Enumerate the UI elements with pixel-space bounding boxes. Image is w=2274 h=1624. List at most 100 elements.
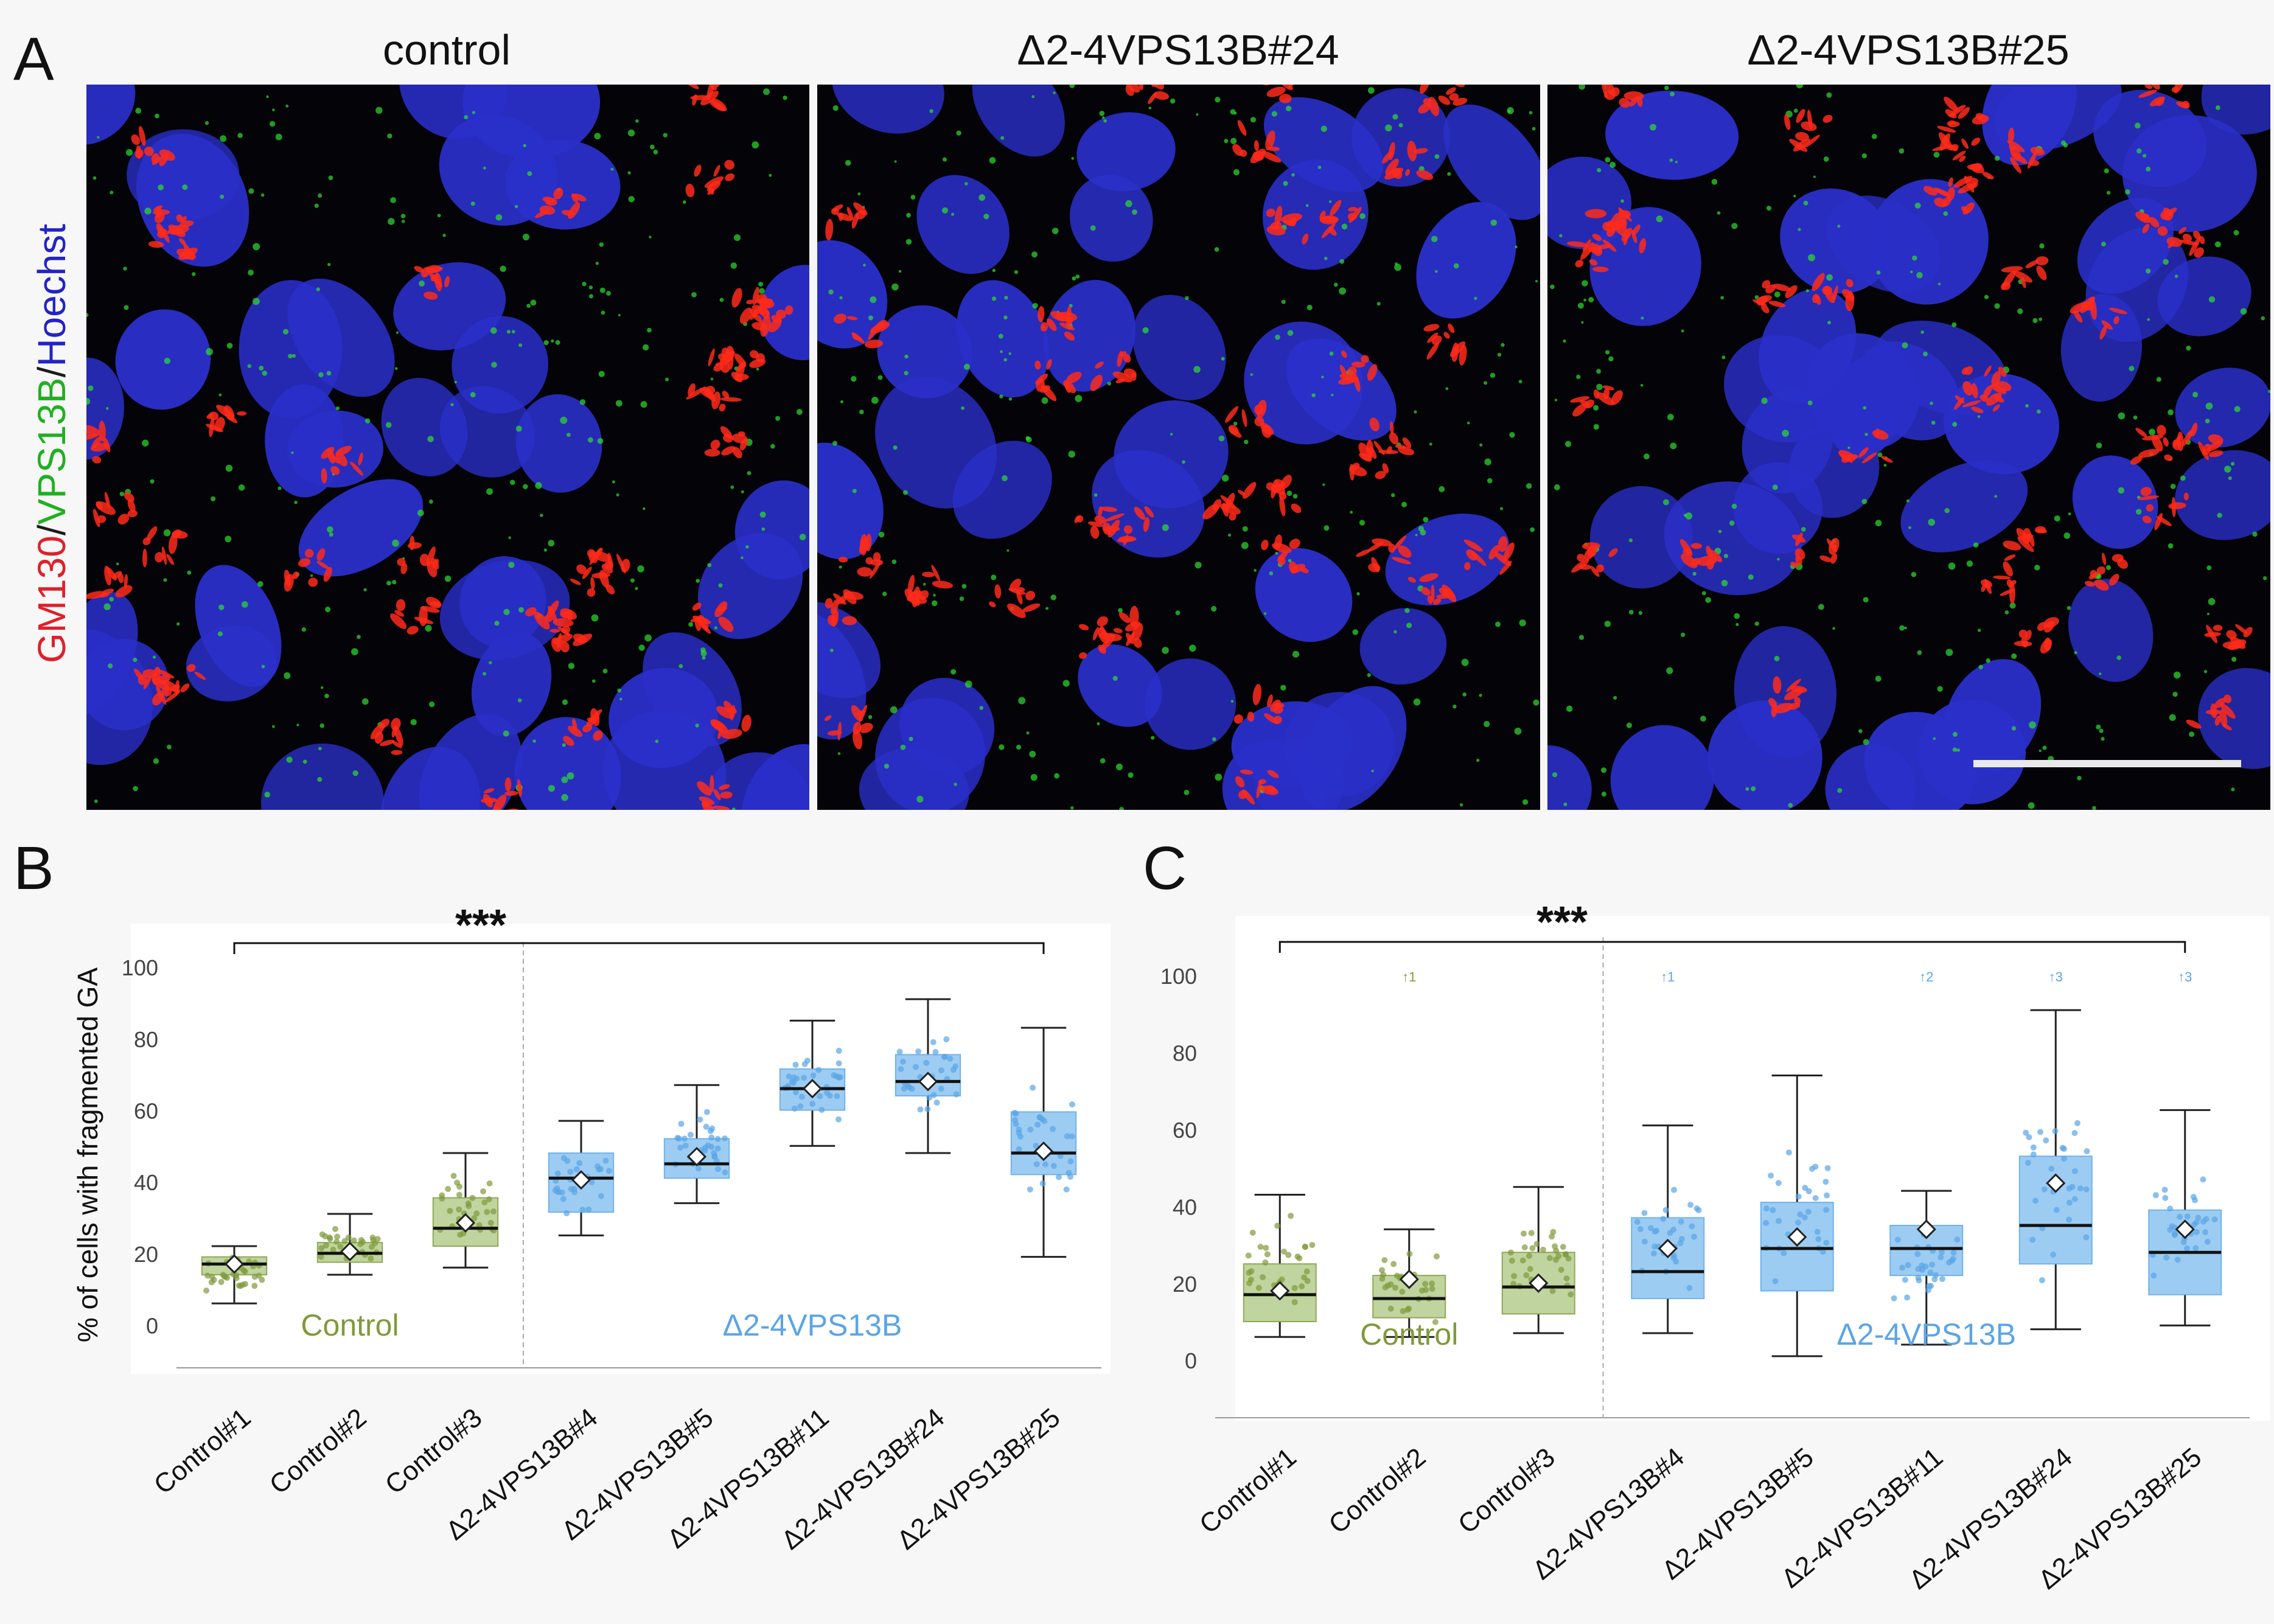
golgi-fragment [2029,160,2040,166]
vps13b-puncta [1801,527,1806,532]
vps13b-puncta [1861,153,1868,159]
vps13b-puncta [1501,343,1505,347]
golgi-fragment [1407,577,1417,583]
vps13b-puncta [515,425,522,432]
vps13b-puncta [1099,110,1105,116]
golgi-fragment [2213,624,2223,632]
vps13b-puncta [1864,433,1868,436]
data-point [2066,1199,2073,1206]
golgi-fragment [1107,520,1120,538]
golgi-fragment [1824,286,1835,304]
golgi-fragment [161,546,167,565]
data-point [1511,1273,1518,1280]
vps13b-puncta [1499,507,1504,511]
golgi-fragment [859,537,868,554]
vps13b-puncta [1518,380,1522,384]
data-point [2048,1165,2055,1172]
vps13b-puncta [1978,664,1983,669]
vps13b-puncta [296,723,299,727]
vps13b-puncta [730,485,734,489]
x-tick-label: Control#1 [1194,1442,1302,1539]
data-point [1546,1255,1553,1261]
vps13b-puncta [2261,316,2265,321]
vps13b-puncta [2042,745,2047,750]
golgi-fragment [1271,479,1278,499]
vps13b-puncta [1951,322,1957,327]
vps13b-puncta [745,545,749,549]
vps13b-puncta [1329,351,1334,356]
golgi-fragment [391,750,403,755]
vps13b-puncta [1184,789,1190,795]
vps13b-puncta [1670,442,1677,450]
outlier-marker: ↑1 [1661,969,1675,985]
vps13b-puncta [1185,296,1189,301]
golgi-fragment [2147,85,2160,90]
golgi-fragment [593,730,603,741]
golgi-fragment [710,719,728,734]
vps13b-puncta [1195,562,1202,569]
golgi-fragment [2182,234,2192,242]
golgi-fragment [1266,785,1276,793]
vps13b-puncta [1018,697,1026,705]
vps13b-puncta [1605,157,1611,163]
golgi-fragment [1347,366,1357,376]
vps13b-puncta [1956,748,1960,752]
golgi-fragment [2140,487,2152,497]
golgi-fragment [1593,389,1600,399]
data-point [1946,1259,1953,1266]
data-point [484,1208,490,1215]
stain-separator-1: / [30,524,74,536]
vps13b-puncta [664,377,669,382]
data-point [447,1208,453,1215]
vps13b-puncta [2192,391,2199,398]
golgi-fragment [1846,279,1854,288]
golgi-fragment [1784,688,1804,700]
golgi-fragment [825,598,833,609]
vps13b-puncta [1115,763,1123,770]
y-tick-label: 80 [134,1027,158,1052]
nucleus [1993,85,2122,151]
data-point [1429,1280,1435,1287]
golgi-fragment [2135,211,2151,223]
vps13b-puncta [2106,190,2111,195]
vps13b-puncta [1723,554,1728,559]
data-point [1768,1173,1774,1179]
golgi-fragment [406,626,419,635]
nucleus [817,240,888,349]
vps13b-puncta [1563,339,1566,343]
data-point [1260,1274,1266,1281]
vps13b-puncta [1484,720,1490,728]
data-point [1678,1236,1685,1242]
vps13b-puncta [1514,727,1522,735]
golgi-fragment [534,209,549,218]
vps13b-puncta [2025,404,2029,408]
vps13b-puncta [1952,747,1958,752]
vps13b-puncta [464,115,469,120]
golgi-fragment [1275,479,1286,487]
vps13b-puncta [204,120,209,125]
vps13b-puncta [1244,439,1249,445]
x-tick-label: Control#3 [380,1403,488,1500]
vps13b-puncta [942,157,947,162]
nucleus [127,129,240,221]
golgi-fragment [1260,422,1274,436]
vps13b-puncta [92,176,97,180]
golgi-fragment [421,267,431,277]
vps13b-puncta [363,588,367,592]
data-point [1036,1114,1043,1121]
golgi-fragment [1982,172,1994,179]
vps13b-puncta [992,268,996,273]
data-point [605,1168,612,1174]
vps13b-puncta [1097,722,1100,725]
vps13b-puncta [551,339,554,343]
golgi-fragment [1958,183,1976,193]
golgi-fragment [1274,716,1282,724]
golgi-fragment [1126,632,1135,646]
golgi-fragment [1639,238,1647,254]
data-point [1785,1149,1792,1156]
vps13b-puncta [731,807,736,810]
vps13b-puncta [851,375,857,382]
golgi-fragment [2182,100,2190,108]
golgi-fragment [1881,456,1893,463]
golgi-fragment [846,316,858,321]
